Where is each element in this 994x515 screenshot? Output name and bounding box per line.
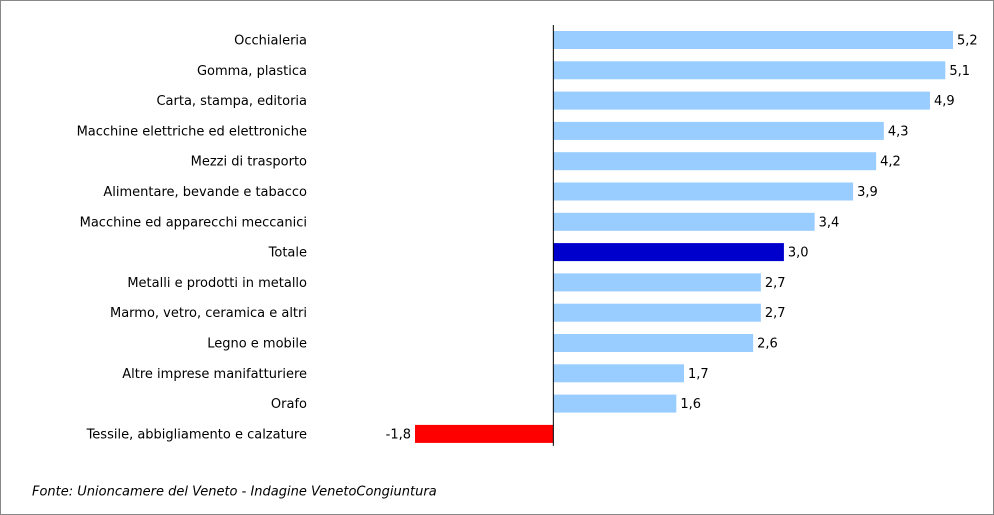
category-label: Tessile, abbigliamento e calzature [86, 427, 307, 442]
value-label: 3,9 [857, 185, 878, 200]
value-label: 1,7 [688, 367, 709, 382]
bar [553, 121, 884, 140]
bar [553, 182, 854, 201]
bar [553, 243, 784, 262]
category-label: Occhialeria [234, 34, 307, 49]
category-label: Mezzi di trasporto [191, 155, 307, 170]
value-label: 5,1 [949, 64, 970, 79]
bar [553, 212, 815, 231]
category-label: Gomma, plastica [197, 64, 307, 79]
bar [553, 364, 684, 383]
category-label: Orafo [271, 397, 307, 412]
category-label: Alimentare, bevande e tabacco [103, 185, 307, 200]
value-label: 4,9 [934, 94, 955, 109]
value-label: 2,7 [765, 306, 786, 321]
bar [553, 31, 953, 49]
bar [553, 91, 930, 110]
category-label: Legno e mobile [207, 337, 307, 352]
value-label: 2,7 [765, 276, 786, 291]
category-label: Totale [268, 246, 307, 261]
value-label: 5,2 [957, 34, 978, 49]
value-label: 4,3 [888, 124, 909, 139]
bar [553, 152, 877, 171]
bar [553, 303, 761, 322]
value-label: 4,2 [880, 155, 901, 170]
category-label: Carta, stampa, editoria [156, 94, 307, 109]
category-label: Macchine elettriche ed elettroniche [77, 124, 307, 139]
bar [415, 424, 554, 443]
value-label: 2,6 [757, 337, 778, 352]
category-label: Marmo, vetro, ceramica e altri [110, 306, 307, 321]
bar [553, 334, 754, 352]
category-label: Metalli e prodotti in metallo [127, 276, 307, 291]
value-label: -1,8 [386, 427, 411, 442]
value-label: 3,4 [819, 215, 840, 230]
category-label: Macchine ed apparecchi meccanici [80, 215, 307, 230]
value-label: 3,0 [788, 246, 809, 261]
category-label: Altre imprese manifatturiere [122, 367, 307, 382]
value-label: 1,6 [680, 397, 701, 412]
bar [553, 61, 946, 80]
source-note: Fonte: Unioncamere del Veneto - Indagine… [32, 485, 437, 500]
bar [553, 394, 677, 413]
bar [553, 273, 761, 292]
